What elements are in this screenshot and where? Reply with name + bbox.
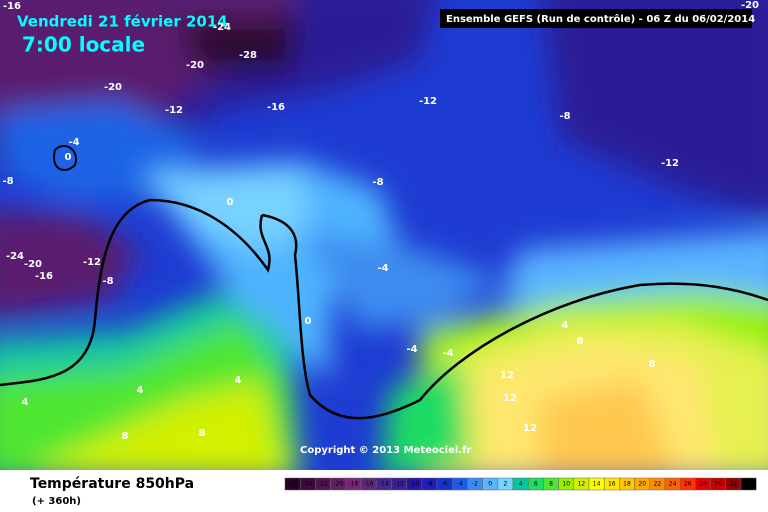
legend-swatch (740, 477, 757, 491)
legend-label: 18 (623, 481, 631, 488)
legend-label: -14 (379, 481, 389, 488)
contour-label: 12 (523, 423, 537, 434)
copyright: Copyright © 2013 Meteociel.fr (300, 445, 471, 456)
time-label: 7:00 locale (22, 33, 145, 57)
contour-label: -12 (83, 257, 101, 268)
contour-label: -16 (267, 102, 285, 113)
legend-label: -4 (457, 481, 463, 488)
contour-label: -20 (741, 0, 759, 11)
legend-label: 34 (745, 481, 753, 488)
contour-label: -20 (24, 259, 42, 270)
contour-label: -12 (419, 96, 437, 107)
contour-label: 12 (500, 370, 514, 381)
contour-label: -4 (68, 137, 79, 148)
legend-label: 32 (730, 481, 738, 488)
contour-label: -12 (661, 158, 679, 169)
contour-label: -8 (102, 276, 113, 287)
legend-label: 0 (488, 481, 492, 488)
contour-label: -16 (35, 271, 53, 282)
legend-label: 14 (593, 481, 601, 488)
contour-label: -4 (406, 344, 417, 355)
date-label: Vendredi 21 février 2014 (17, 13, 228, 31)
contour-label: -28 (239, 50, 257, 61)
legend-label: 12 (578, 481, 586, 488)
contour-label: 8 (122, 431, 129, 442)
contour-label: -8 (559, 111, 570, 122)
contour-label: -8 (372, 177, 383, 188)
legend-label: 4 (519, 481, 523, 488)
contour-label: 0 (305, 316, 312, 327)
model-box (440, 9, 752, 28)
contour-label: 4 (137, 385, 144, 396)
contour-label: -20 (186, 60, 204, 71)
legend-label: 20 (638, 481, 646, 488)
contour-label: -24 (6, 251, 24, 262)
legend-label: 26 (684, 481, 692, 488)
lead-label: (+ 360h) (32, 496, 81, 507)
legend-label: -6 (442, 481, 448, 488)
footer-panel (0, 470, 768, 512)
contour-label: -20 (104, 82, 122, 93)
legend-label: 8 (549, 481, 553, 488)
variable-label: Température 850hPa (30, 476, 194, 492)
contour-label: -12 (165, 105, 183, 116)
contour-label: 8 (649, 359, 656, 370)
contour-label: 4 (22, 397, 29, 408)
contour-label: -4 (442, 348, 453, 359)
legend-label: -24 (303, 481, 313, 488)
contour-label: 4 (235, 375, 242, 386)
contour-label: 0 (227, 197, 234, 208)
contour-label: 8 (577, 336, 584, 347)
legend-label: 6 (534, 481, 538, 488)
legend-label: -16 (364, 481, 374, 488)
legend-label: 10 (562, 481, 570, 488)
legend-label: 24 (669, 481, 677, 488)
contour-label: 0 (65, 152, 72, 163)
legend-label: -12 (394, 481, 404, 488)
legend-label: 22 (654, 481, 662, 488)
contour-label: -16 (3, 1, 21, 12)
legend-label: -22 (318, 481, 328, 488)
legend-label: 30 (714, 481, 722, 488)
legend-label: -2 (472, 481, 478, 488)
legend-label: -26 (288, 481, 298, 488)
legend-label: 2 (503, 481, 507, 488)
legend-label: -10 (409, 481, 419, 488)
map-field (0, 0, 768, 470)
contour-label: -8 (2, 176, 13, 187)
contour-label: 8 (199, 428, 206, 439)
contour-label: 12 (503, 393, 517, 404)
legend-label: -18 (348, 481, 358, 488)
legend-label: -8 (426, 481, 432, 488)
model-label: Ensemble GEFS (Run de contrôle) - 06 Z d… (446, 13, 755, 25)
legend-label: -20 (333, 481, 343, 488)
contour-label: -24 (213, 22, 231, 33)
legend-label: 28 (699, 481, 707, 488)
contour-label: 4 (562, 320, 569, 331)
contour-label: -4 (377, 263, 388, 274)
legend-label: 16 (608, 481, 616, 488)
